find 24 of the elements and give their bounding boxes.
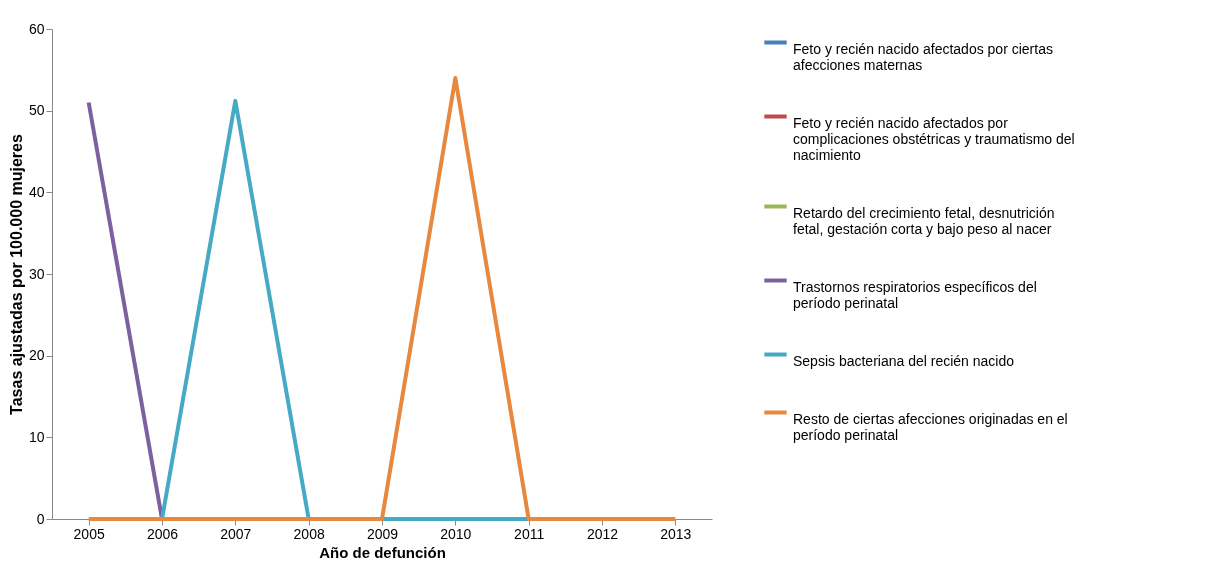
y-tick-label: 20: [28, 347, 45, 364]
x-tick-label: 2010: [440, 525, 472, 542]
y-tick-label: 60: [28, 20, 45, 37]
x-tick-label: 2013: [660, 525, 692, 542]
x-tick-label: 2008: [293, 525, 325, 542]
y-tick-label: 40: [28, 183, 45, 200]
legend-label: Trastornos respiratorios específicos del período perinatal: [793, 278, 1037, 311]
x-tick-label: 2009: [366, 525, 399, 542]
x-tick-label: 2005: [73, 525, 105, 542]
y-tick-label: 0: [36, 510, 45, 527]
y-tick-label: 30: [28, 265, 45, 282]
y-axis-title: Tasas ajustadas por 100.000 mujeres: [7, 134, 25, 415]
x-tick-label: 2006: [146, 525, 179, 542]
legend-label: Feto y recién nacido afectados por ciertas afecciones maternas: [793, 40, 1053, 73]
y-tick-label: 50: [28, 102, 45, 119]
legend-label: Feto y recién nacido afectados por complicaciones obstétricas y traumatismo del nacimiento: [793, 114, 1075, 163]
x-tick-label: 2011: [514, 525, 545, 542]
x-axis-title: Año de defunción: [319, 543, 446, 561]
y-tick-label: 10: [28, 428, 45, 445]
legend-label: Resto de ciertas afecciones originadas en el período perinatal: [793, 410, 1068, 443]
x-tick-label: 2012: [586, 525, 619, 542]
legend-label: Retardo del crecimiento fetal, desnutrición fetal, gestación corta y bajo peso al nacer: [793, 204, 1055, 237]
x-tick-label: 2007: [220, 525, 252, 542]
legend-label: Sepsis bacteriana del recién nacido: [793, 352, 1015, 369]
